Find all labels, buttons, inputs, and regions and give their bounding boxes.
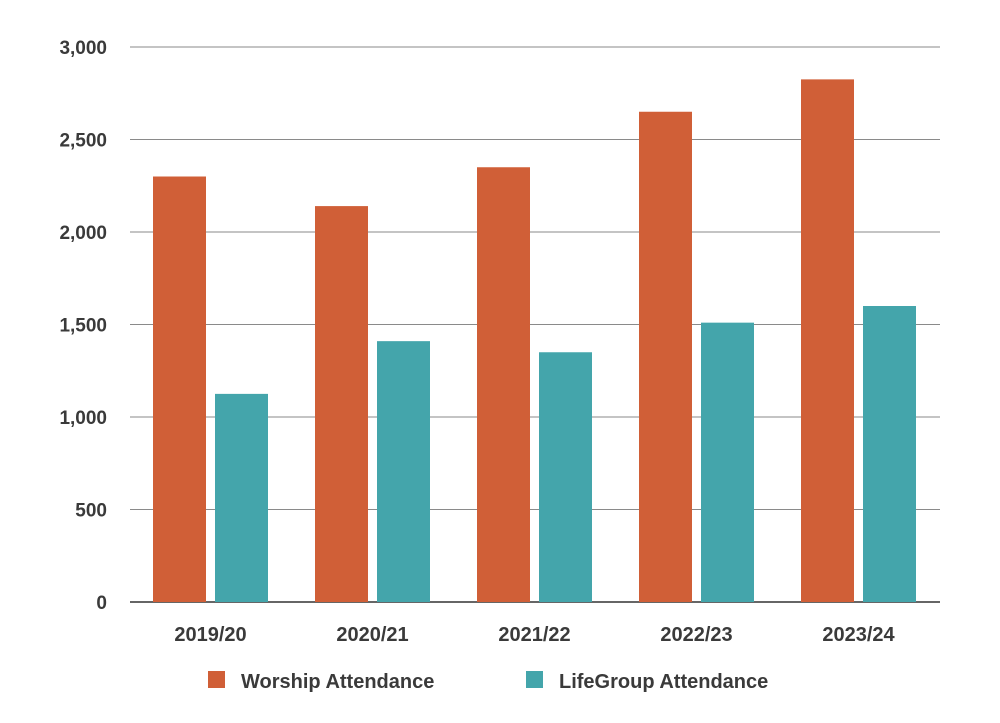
bars xyxy=(153,79,916,602)
legend-label: LifeGroup Attendance xyxy=(559,671,768,693)
bar-lifegroup-attendance-2021-22 xyxy=(539,352,592,602)
legend: Worship Attendance LifeGroup Attendance xyxy=(208,671,768,693)
y-tick-label: 3,000 xyxy=(59,38,107,59)
bar-worship-attendance-2021-22 xyxy=(477,167,530,602)
y-axis-ticks: 0 500 1,000 1,500 2,000 2,500 3,000 xyxy=(59,38,107,614)
legend-swatch xyxy=(526,671,543,688)
bar-lifegroup-attendance-2019-20 xyxy=(215,393,268,602)
bar-worship-attendance-2019-20 xyxy=(153,176,206,602)
bar-lifegroup-attendance-2022-23 xyxy=(701,322,754,602)
y-tick-label: 1,000 xyxy=(59,408,107,429)
bar-lifegroup-attendance-2020-21 xyxy=(377,341,430,602)
y-tick-label: 2,500 xyxy=(59,131,107,152)
y-tick-label: 500 xyxy=(75,501,107,522)
x-tick-label: 2019/20 xyxy=(174,624,246,646)
y-tick-label: 0 xyxy=(96,593,107,614)
legend-label: Worship Attendance xyxy=(241,671,434,693)
x-tick-label: 2020/21 xyxy=(336,624,408,646)
bar-worship-attendance-2022-23 xyxy=(639,111,692,602)
x-axis-ticks: 2019/20 2020/21 2021/22 2022/23 2023/24 xyxy=(174,624,895,646)
bar-lifegroup-attendance-2023-24 xyxy=(863,306,916,602)
x-tick-label: 2022/23 xyxy=(660,624,732,646)
y-tick-label: 2,000 xyxy=(59,223,107,244)
x-tick-label: 2021/22 xyxy=(498,624,570,646)
y-tick-label: 1,500 xyxy=(59,316,107,337)
legend-swatch xyxy=(208,671,225,688)
x-tick-label: 2023/24 xyxy=(822,624,895,646)
bar-worship-attendance-2020-21 xyxy=(315,206,368,602)
bar-worship-attendance-2023-24 xyxy=(801,79,854,602)
